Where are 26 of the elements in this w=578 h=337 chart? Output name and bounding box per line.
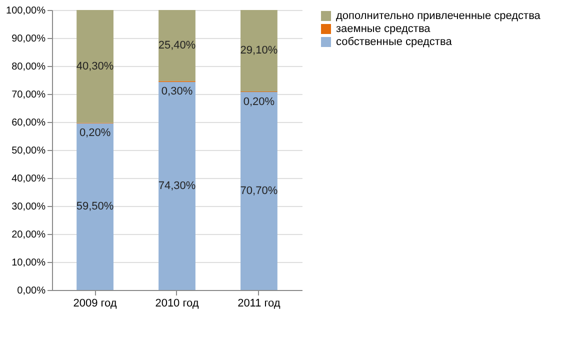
- y-tick-label: 100,00%: [6, 6, 46, 16]
- legend-label: собственные средства: [336, 36, 453, 48]
- data-label: 0,30%: [161, 86, 193, 98]
- y-tick-label: 80,00%: [12, 62, 46, 72]
- legend-label: заемные средства: [336, 23, 432, 35]
- data-label: 25,40%: [158, 40, 196, 52]
- y-tick-label: 30,00%: [12, 202, 46, 212]
- x-tick-label: 2011 год: [238, 298, 281, 310]
- data-label: 40,30%: [76, 60, 114, 72]
- data-label: 0,20%: [243, 96, 275, 108]
- data-label: 29,10%: [240, 44, 278, 57]
- x-tick-label: 2010 год: [155, 298, 200, 310]
- y-tick-label: 40,00%: [12, 174, 46, 184]
- data-label: 74,30%: [158, 180, 196, 192]
- y-tick-label: 50,00%: [12, 146, 46, 156]
- x-tick-label: 2009 год: [73, 298, 118, 310]
- data-label: 0,20%: [79, 127, 111, 140]
- legend-label: дополнительно привлеченные средства: [336, 10, 542, 22]
- y-tick-label: 0,00%: [17, 286, 46, 296]
- y-tick-label: 70,00%: [12, 90, 46, 100]
- y-tick-label: 60,00%: [12, 118, 46, 128]
- data-label: 70,70%: [240, 185, 278, 198]
- data-label: 59,50%: [76, 200, 114, 213]
- y-tick-label: 20,00%: [12, 230, 46, 240]
- y-tick-label: 90,00%: [12, 34, 46, 44]
- y-tick-label: 10,00%: [12, 258, 46, 268]
